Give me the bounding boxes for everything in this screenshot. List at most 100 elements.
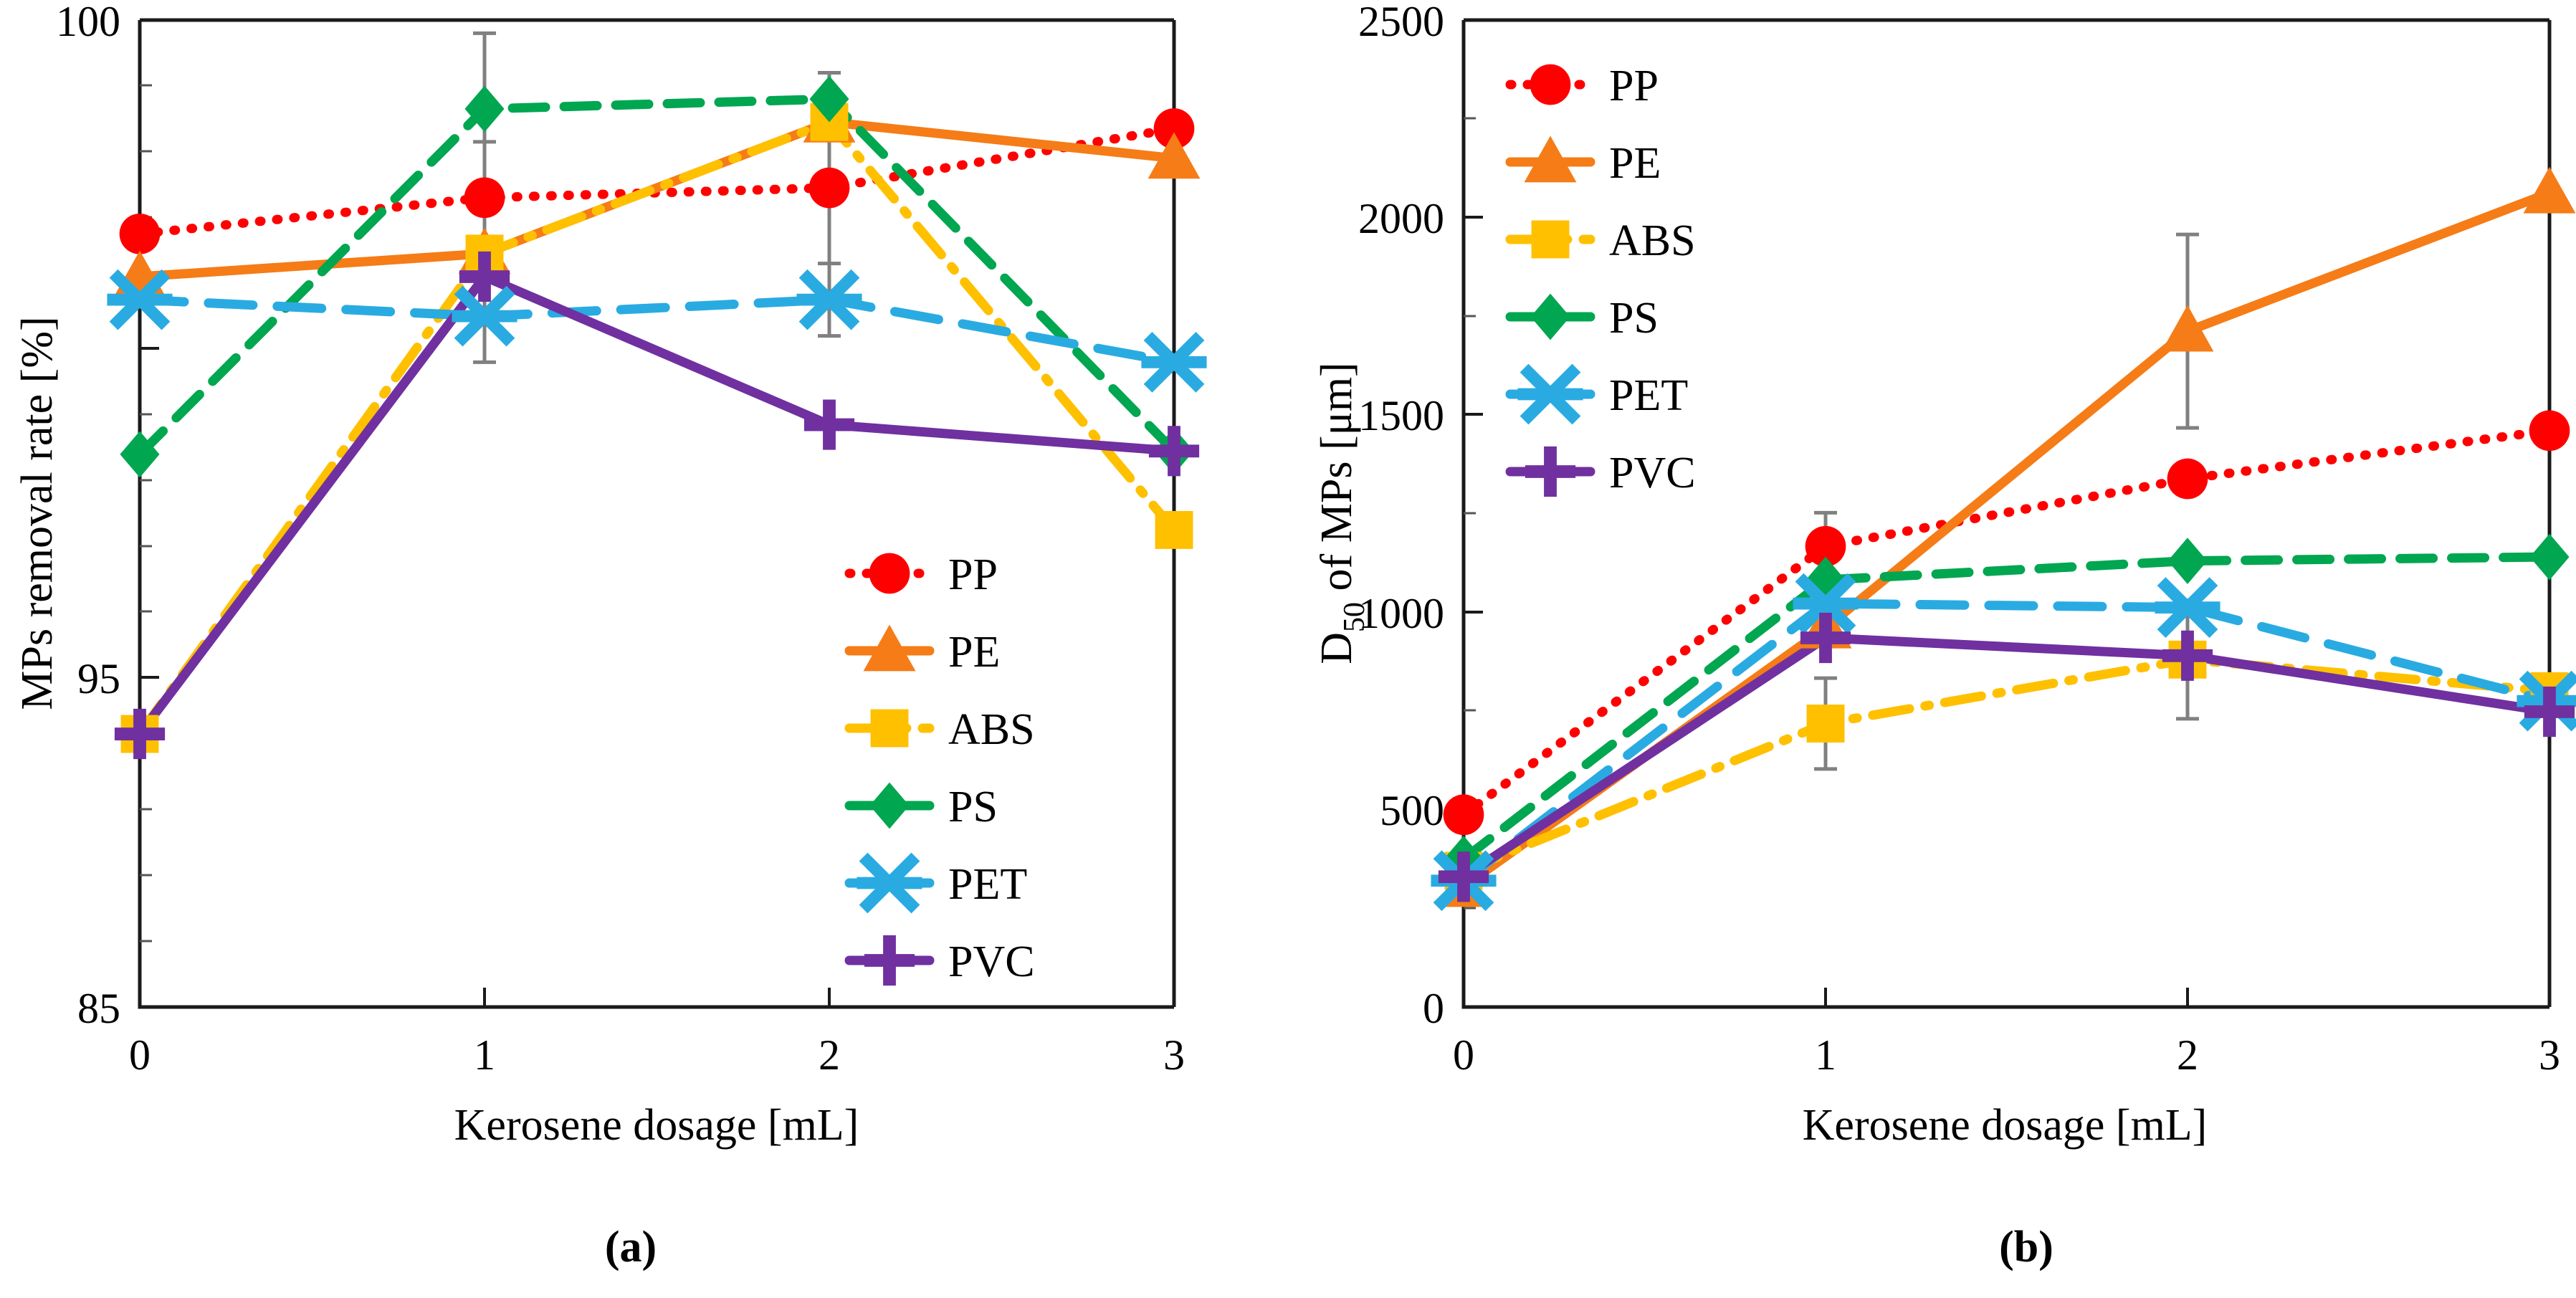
legend-marker-pe [1524, 135, 1577, 183]
panel-b-svg: 2500 2000 1500 1000 500 0 0 1 2 3 Kerose… [1312, 0, 2576, 1271]
data-point-pp-0 [1443, 794, 1484, 836]
data-point-pet-2 [796, 269, 862, 330]
data-point-pvc-0 [114, 708, 166, 760]
panel-a-xtick-1: 1 [474, 1031, 495, 1079]
legend-marker-pvc [864, 935, 915, 986]
legend-item-pet: PET [1505, 363, 1688, 425]
data-point-pvc-0 [1438, 851, 1489, 902]
legend-marker-pe [863, 624, 916, 672]
panel-b-x-axis-title: Kerosene dosage [mL] [1803, 1101, 2208, 1150]
data-point-ps-1 [464, 85, 505, 133]
data-point-pet-1 [452, 285, 517, 347]
panel-a-ytick-95: 95 [77, 655, 120, 702]
legend-marker-ps [869, 782, 910, 829]
data-point-pp-2 [808, 167, 850, 209]
series-line-pet [135, 295, 1179, 367]
data-point-pet-2 [2155, 577, 2220, 638]
legend-marker-ps [1530, 293, 1570, 340]
data-point-pet-3 [1141, 331, 1207, 393]
panel-b-xtick-0: 0 [1453, 1031, 1474, 1079]
legend-label-ps: PS [1609, 294, 1659, 343]
series-line-ps [135, 94, 1179, 459]
panel-b-ytick-2000: 2000 [1358, 195, 1444, 242]
panel-b-data-layer [1431, 166, 2576, 912]
panel-a-ytick-100: 100 [56, 0, 120, 45]
data-point-pet-1 [1793, 573, 1859, 634]
legend-item-pp: PP [1505, 62, 1659, 110]
legend-label-pe: PE [1609, 139, 1661, 188]
legend-label-pet: PET [1609, 371, 1688, 420]
legend-item-pe: PE [1505, 135, 1661, 188]
data-point-pp-2 [2167, 458, 2208, 500]
data-point-ps-3 [2529, 533, 2570, 581]
panel-a-xtick-2: 2 [819, 1031, 840, 1079]
panel-a-data-layer [107, 31, 1207, 760]
panel-a-y-axis-title: MPs removal rate [%] [13, 316, 62, 710]
series-line-pvc [135, 272, 1179, 739]
data-point-pet-0 [107, 269, 173, 330]
panel-a: 100 95 85 0 1 2 3 Kerosene dosage [mL] M… [13, 0, 1207, 1271]
panel-b: 2500 2000 1500 1000 500 0 0 1 2 3 Kerose… [1288, 0, 2576, 1298]
panel-b-ylabel-pre: D [1312, 632, 1361, 664]
legend-item-pp: PP [844, 550, 998, 599]
legend-item-pet: PET [844, 852, 1027, 914]
panel-a-svg: 100 95 85 0 1 2 3 Kerosene dosage [mL] M… [13, 0, 1207, 1271]
series-line-pvc [1459, 633, 2554, 882]
data-point-pvc-1 [459, 251, 510, 302]
panel-b-xtick-2: 2 [2177, 1031, 2198, 1079]
legend-item-pe: PE [844, 624, 1000, 677]
panel-b-legend: PP PE ABS PS PET PVC [1505, 62, 1696, 497]
data-point-pvc-3 [2524, 686, 2575, 738]
legend-marker-pet [1517, 363, 1583, 425]
panel-b-xtick-3: 3 [2539, 1031, 2560, 1079]
data-point-ps-1 [1805, 556, 1846, 603]
data-point-pp-3 [1153, 108, 1195, 149]
legend-label-abs: ABS [948, 705, 1035, 754]
legend-label-pp: PP [1609, 62, 1659, 110]
legend-item-pvc: PVC [844, 935, 1035, 986]
legend-marker-abs [870, 709, 909, 748]
panel-b-ylabel-post: of MPs [μm] [1312, 362, 1361, 602]
data-point-ps-2 [809, 75, 849, 123]
data-point-pe-3 [1148, 132, 1201, 179]
panel-a-y-ticks [140, 19, 159, 1008]
panel-b-ytick-2500: 2500 [1358, 0, 1444, 45]
legend-label-ps: PS [948, 783, 998, 831]
legend-marker-pvc [1525, 446, 1576, 497]
panel-a-xtick-0: 0 [129, 1031, 151, 1079]
series-line-abs [135, 117, 1179, 739]
panel-b-xtick-1: 1 [1815, 1031, 1836, 1079]
legend-marker-pp [869, 553, 910, 594]
series-line-pet [1459, 598, 2554, 886]
legend-item-abs: ABS [844, 705, 1035, 754]
panel-b-y-axis-title: D50 of MPs [μm] [1312, 362, 1371, 664]
series-line-ps [1459, 552, 2554, 864]
data-point-pe-2 [2161, 305, 2214, 352]
legend-label-pet: PET [948, 860, 1027, 909]
legend-item-ps: PS [844, 782, 998, 831]
panel-a-ytick-85: 85 [77, 985, 120, 1032]
legend-item-abs: ABS [1505, 216, 1696, 265]
data-point-pvc-3 [1148, 426, 1200, 477]
panel-b-ylabel-sub: 50 [1338, 602, 1371, 632]
data-point-pp-0 [119, 214, 161, 254]
legend-item-ps: PS [1505, 293, 1659, 343]
series-line-abs [1459, 654, 2554, 876]
panel-b-x-ticks [1462, 988, 2551, 1007]
data-point-pe-3 [2523, 166, 2576, 214]
panel-b-ytick-0: 0 [1423, 985, 1444, 1032]
series-line-pe [135, 117, 1179, 282]
panel-a-legend: PP PE ABS PS PET PVC [844, 550, 1035, 986]
panel-a-x-ticks [138, 988, 1175, 1007]
panel-a-caption: (a) [605, 1223, 657, 1271]
legend-marker-abs [1531, 220, 1570, 259]
data-point-abs-1 [1806, 705, 1845, 743]
legend-label-pe: PE [948, 628, 1000, 677]
panel-b-ytick-1500: 1500 [1358, 392, 1444, 439]
panel-a-x-axis-title: Kerosene dosage [mL] [454, 1101, 859, 1150]
legend-label-abs: ABS [1609, 216, 1696, 265]
panel-b-ytick-1000: 1000 [1358, 590, 1444, 637]
legend-marker-pp [1530, 64, 1571, 105]
data-point-pp-1 [464, 177, 505, 219]
